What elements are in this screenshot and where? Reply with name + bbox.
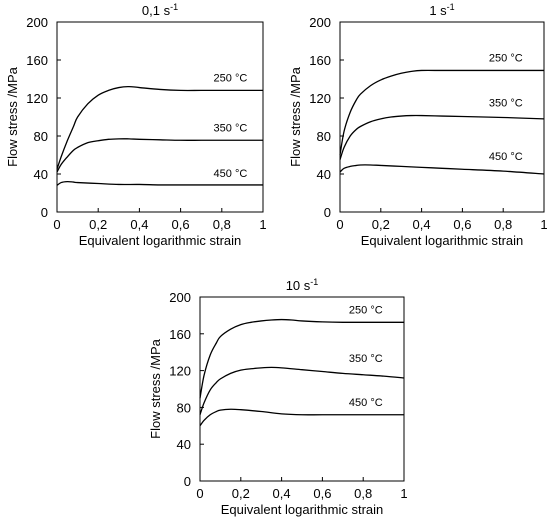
x-tick-label: 0,2 xyxy=(232,486,250,501)
x-tick-label: 0,8 xyxy=(354,486,372,501)
chart-title-superscript: -1 xyxy=(170,2,178,12)
y-tick-label: 0 xyxy=(324,205,331,220)
plot-frame xyxy=(199,296,405,482)
series-label: 350 °C xyxy=(489,97,523,109)
chart-title: 10 s-1 xyxy=(286,277,319,293)
x-tick-label: 0,4 xyxy=(273,486,291,501)
chart-title-superscript: -1 xyxy=(447,2,455,12)
x-tick-label: 0,4 xyxy=(413,217,431,232)
chart-title-superscript: -1 xyxy=(310,277,318,287)
series-label: 450 °C xyxy=(349,397,383,409)
chart-title-text: 1 s xyxy=(429,3,447,18)
series-line-0 xyxy=(199,318,404,399)
chart-panel-2: 10 s-1 0 0,2 0,4 0,6 0,8 1 0 40 80 120 160 200 Equiva… xyxy=(148,277,408,517)
chart-title: 0,1 s-1 xyxy=(142,2,178,18)
series-line-2 xyxy=(56,180,263,186)
x-tick-label: 0,8 xyxy=(494,217,512,232)
series-label: 350 °C xyxy=(214,122,248,134)
x-tick-label: 0 xyxy=(196,486,203,501)
series-line-1 xyxy=(56,138,263,173)
x-tick-label: 0,6 xyxy=(313,486,331,501)
series-label: 450 °C xyxy=(214,168,248,180)
x-axis-label: Equivalent logarithmic strain xyxy=(361,233,524,248)
y-tick-label: 120 xyxy=(169,364,191,379)
y-tick-label: 40 xyxy=(317,167,331,182)
series-line-0 xyxy=(339,69,544,156)
y-tick-label: 160 xyxy=(169,327,191,342)
series-label: 250 °C xyxy=(214,72,248,84)
y-tick-label: 40 xyxy=(34,167,48,182)
y-tick-label: 0 xyxy=(184,474,191,489)
chart-title: 1 s-1 xyxy=(429,2,454,18)
y-tick-label: 200 xyxy=(169,290,191,305)
plot-frame xyxy=(56,21,264,213)
y-tick-label: 0 xyxy=(41,205,48,220)
y-axis-label: Flow stress /MPa xyxy=(5,66,20,166)
chart-title-text: 10 s xyxy=(286,278,311,293)
x-tick-label: 0 xyxy=(53,217,60,232)
series-line-1 xyxy=(199,366,405,415)
series-line-2 xyxy=(339,164,545,175)
y-tick-label: 200 xyxy=(309,15,331,30)
x-axis-label: Equivalent logarithmic strain xyxy=(221,502,384,517)
y-tick-label: 80 xyxy=(317,129,331,144)
series-label: 250 °C xyxy=(489,52,523,64)
chart-panel-1: 1 s-1 0 0,2 0,4 0,6 0,8 1 0 40 80 120 160 200 Equival… xyxy=(288,2,548,248)
y-axis-label: Flow stress /MPa xyxy=(148,338,163,438)
x-tick-label: 0,6 xyxy=(453,217,471,232)
y-tick-label: 80 xyxy=(177,400,191,415)
series-line-0 xyxy=(56,85,263,170)
x-tick-label: 0 xyxy=(336,217,343,232)
series-line-1 xyxy=(339,114,545,160)
x-tick-label: 0,2 xyxy=(372,217,390,232)
y-tick-label: 120 xyxy=(26,91,48,106)
x-axis-label: Equivalent logarithmic strain xyxy=(79,233,242,248)
y-tick-label: 40 xyxy=(177,437,191,452)
series-label: 350 °C xyxy=(349,353,383,365)
y-tick-label: 200 xyxy=(26,15,48,30)
x-tick-label: 0,2 xyxy=(89,217,107,232)
chart-title-text: 0,1 s xyxy=(142,3,171,18)
x-tick-label: 0,4 xyxy=(130,217,148,232)
series-label: 450 °C xyxy=(489,151,523,163)
y-axis-label: Flow stress /MPa xyxy=(288,66,303,166)
x-tick-label: 1 xyxy=(259,217,266,232)
y-tick-label: 80 xyxy=(34,129,48,144)
chart-panel-0: 0,1 s-1 0 0,2 0,4 0,6 0,8 1 0 40 80 120 160 200 Equiv… xyxy=(5,2,267,248)
y-tick-label: 160 xyxy=(26,53,48,68)
x-tick-label: 0,6 xyxy=(172,217,190,232)
series-line-2 xyxy=(199,408,404,427)
x-tick-label: 0,8 xyxy=(213,217,231,232)
y-tick-label: 120 xyxy=(309,91,331,106)
plot-frame xyxy=(339,21,545,213)
y-tick-label: 160 xyxy=(309,53,331,68)
series-label: 250 °C xyxy=(349,304,383,316)
x-tick-label: 1 xyxy=(400,486,407,501)
x-tick-label: 1 xyxy=(540,217,547,232)
